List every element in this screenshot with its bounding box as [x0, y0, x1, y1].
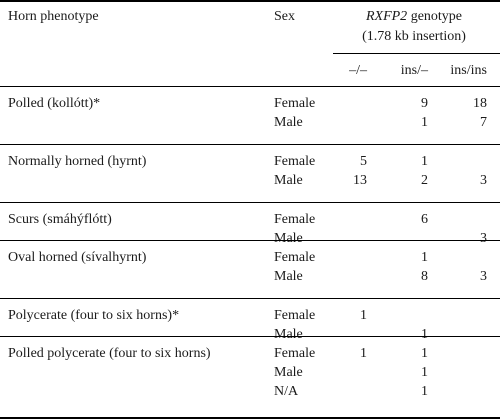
group-rule: [0, 202, 500, 203]
sex-cell: Female: [274, 346, 316, 361]
sex-cell: Male: [274, 327, 303, 342]
col-header-ins-ins: ins/ins: [450, 63, 487, 78]
group-rule: [0, 336, 500, 337]
phenotype-label: Polycerate (four to six horns)*: [8, 308, 180, 323]
col-header-minus-minus: –/–: [349, 63, 367, 78]
sex-cell: Female: [274, 154, 316, 169]
genotype-word: genotype: [407, 9, 463, 24]
sex-cell: Male: [274, 269, 303, 284]
count-cell-ins-minus: 1: [421, 365, 428, 380]
group-rule: [0, 144, 500, 145]
count-cell-ins-ins: 3: [480, 269, 487, 284]
sex-cell: Male: [274, 231, 303, 246]
gene-name: RXFP2: [365, 9, 408, 24]
count-cell-ins-minus: 1: [421, 346, 428, 361]
col-header-ins-minus: ins/–: [400, 63, 428, 78]
header-phenotype: Horn phenotype: [8, 9, 99, 24]
count-cell-ins-minus: 1: [421, 115, 428, 130]
count-cell-ins-minus: 2: [421, 173, 428, 188]
header-sex: Sex: [274, 9, 295, 24]
phenotype-label: Polled polycerate (four to six horns): [8, 346, 211, 361]
count-cell-ins-minus: 9: [421, 96, 428, 111]
group-rule: [0, 298, 500, 299]
count-cell-minus-minus: 5: [360, 154, 367, 169]
sex-cell: Female: [274, 250, 316, 265]
count-cell-minus-minus: 1: [360, 308, 367, 323]
sex-cell: Male: [274, 365, 303, 380]
sex-cell: Female: [274, 96, 316, 111]
count-cell-ins-ins: 18: [473, 96, 487, 111]
sex-cell: Male: [274, 173, 303, 188]
count-cell-ins-minus: 8: [421, 269, 428, 284]
sex-cell: Female: [274, 308, 316, 323]
count-cell-ins-minus: 1: [421, 327, 428, 342]
header-insertion: (1.78 kb insertion): [362, 29, 466, 44]
count-cell-ins-minus: 6: [421, 212, 428, 227]
count-cell-ins-ins: 3: [480, 231, 487, 246]
header-genotype: RXFP2 genotype: [330, 9, 498, 25]
count-cell-minus-minus: 13: [353, 173, 367, 188]
phenotype-label: Normally horned (hyrnt): [8, 154, 147, 169]
count-cell-ins-minus: 1: [421, 250, 428, 265]
bottom-rule: [0, 417, 500, 419]
sex-cell: N/A: [274, 384, 299, 399]
phenotype-label: Polled (kollótt)*: [8, 96, 101, 111]
count-cell-ins-ins: 3: [480, 173, 487, 188]
group-rule: [0, 240, 500, 241]
sex-cell: Female: [274, 212, 316, 227]
count-cell-ins-minus: 1: [421, 154, 428, 169]
sex-cell: Male: [274, 115, 303, 130]
genotype-subrule: [333, 53, 500, 54]
top-rule: [0, 0, 500, 2]
count-cell-ins-minus: 1: [421, 384, 428, 399]
group-rule: [0, 86, 500, 87]
phenotype-label: Oval horned (sívalhyrnt): [8, 250, 147, 265]
count-cell-ins-ins: 7: [480, 115, 487, 130]
phenotype-label: Scurs (smáhýflótt): [8, 212, 112, 227]
count-cell-minus-minus: 1: [360, 346, 367, 361]
